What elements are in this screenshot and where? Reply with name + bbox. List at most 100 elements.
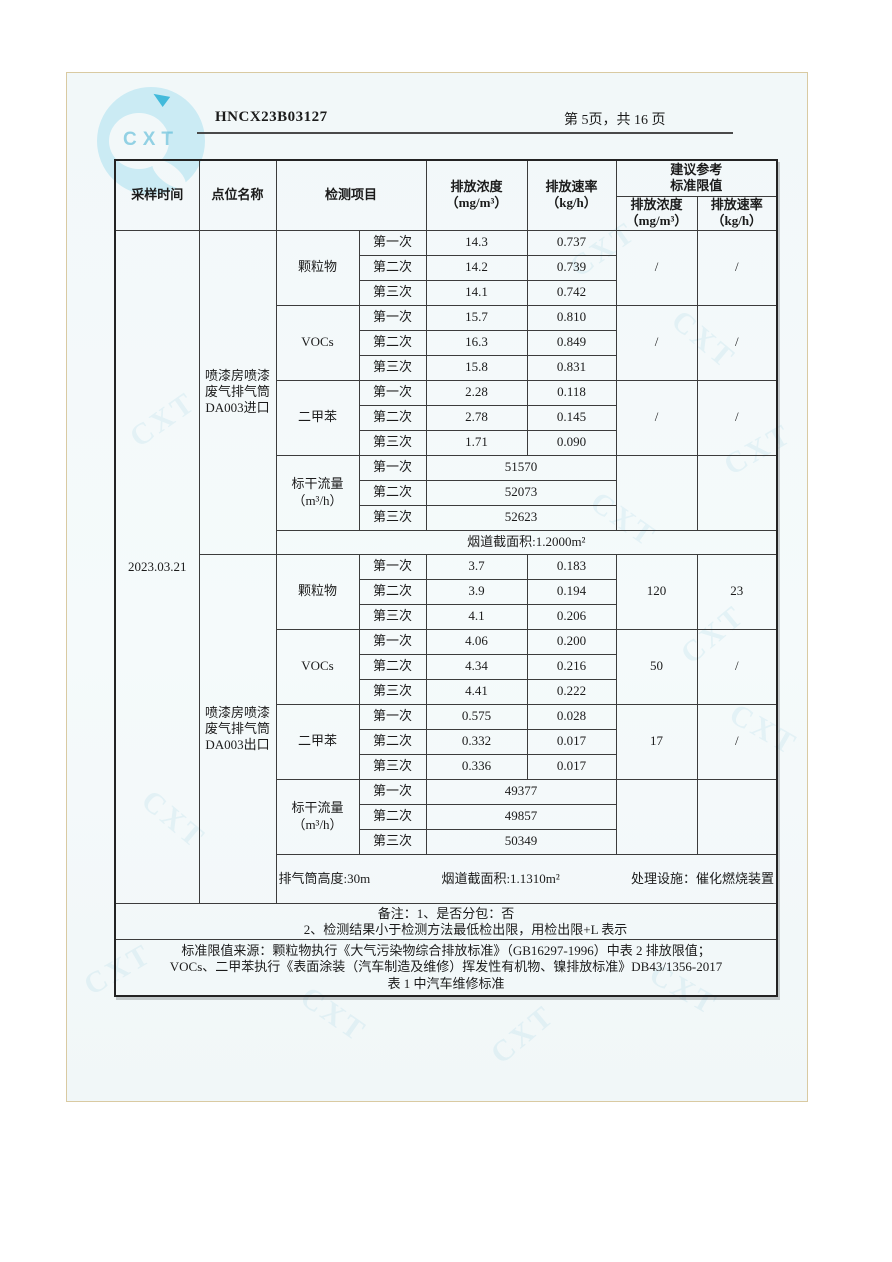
concentration-cell: 15.7 [425, 304, 528, 331]
limit-concentration-cell: 50 [615, 628, 698, 705]
run-label-cell: 第一次 [358, 778, 427, 805]
table-row: 二甲苯 第一次 0.575 0.028 17 / [115, 703, 778, 780]
run-label-cell: 第二次 [358, 254, 427, 281]
watermark: CXT [484, 998, 562, 1071]
run-label-cell: 第二次 [358, 728, 427, 755]
concentration-cell: 0.332 [425, 728, 528, 755]
rate-cell: 0.200 [526, 628, 617, 655]
run-label-cell: 第二次 [358, 803, 427, 830]
concentration-cell: 0.336 [425, 753, 528, 780]
table-row: 第二次 4.34 0.216 [115, 653, 777, 680]
test-item-cell: 颗粒物 [275, 553, 360, 630]
rate-cell: 0.183 [526, 553, 617, 580]
flow-value-cell: 52073 [425, 479, 617, 506]
table-row: 标干流量 （m³/h） 第一次 51570 [115, 454, 778, 531]
rate-cell: 0.028 [526, 703, 617, 730]
limit-concentration-cell: 17 [615, 703, 698, 780]
point-name-cell: 喷漆房喷漆废气排气筒DA003进口 [198, 229, 277, 555]
sample-time-cell: 2023.03.21 [114, 229, 200, 905]
table-row: 第二次 16.3 0.849 [115, 329, 777, 356]
limit-rate-cell: / [696, 379, 778, 456]
limit-concentration-cell [615, 454, 698, 531]
flow-value-cell: 49857 [425, 803, 617, 830]
concentration-cell: 3.7 [425, 553, 528, 580]
run-label-cell: 第一次 [358, 379, 427, 406]
run-label-cell: 第一次 [358, 229, 427, 256]
flow-name-cell: 标干流量 （m³/h） [275, 454, 360, 531]
header-limit-rate: 排放速率 （kg/h） [696, 195, 778, 231]
concentration-cell: 2.78 [425, 404, 528, 431]
table-row: 第三次 52623 [115, 504, 777, 531]
table-row: 第三次 50349 [115, 828, 777, 855]
table-row: 第二次 14.2 0.739 [115, 254, 777, 281]
header-point-name: 点位名称 [198, 159, 277, 231]
run-label-cell: 第二次 [358, 578, 427, 605]
concentration-cell: 15.8 [425, 354, 528, 381]
concentration-cell: 0.575 [425, 703, 528, 730]
run-label-cell: 第三次 [358, 504, 427, 531]
table-row: 2023.03.21 喷漆房喷漆废气排气筒DA003进口 颗粒物 第一次 14.… [114, 229, 778, 905]
run-label-cell: 第三次 [358, 429, 427, 456]
header-concentration: 排放浓度 （mg/m³） [425, 159, 528, 231]
flow-name-cell: 标干流量 （m³/h） [275, 778, 360, 855]
run-label-cell: 第一次 [358, 628, 427, 655]
rate-cell: 0.194 [526, 578, 617, 605]
header-sample-time: 采样时间 [114, 159, 200, 231]
run-label-cell: 第三次 [358, 279, 427, 306]
limit-concentration-cell: / [615, 304, 698, 381]
limit-rate-cell [696, 778, 778, 855]
concentration-cell: 3.9 [425, 578, 528, 605]
rate-cell: 0.145 [526, 404, 617, 431]
report-number: HNCX23B03127 [215, 109, 328, 125]
point-name-cell: 喷漆房喷漆废气排气筒DA003出口 [198, 553, 277, 905]
concentration-cell: 1.71 [425, 429, 528, 456]
run-label-cell: 第二次 [358, 404, 427, 431]
run-label-cell: 第一次 [358, 553, 427, 580]
table-row: 标干流量 （m³/h） 第一次 49377 [115, 778, 778, 855]
table-header-row: 采样时间 点位名称 检测项目 排放浓度 （mg/m³） 排放速率 （kg/h） … [114, 159, 778, 231]
treatment-facility-text: 处理设施：催化燃烧装置 [631, 870, 775, 886]
header-rule [197, 132, 733, 134]
header-limit-group: 建议参考 标准限值 [615, 159, 778, 197]
logo-arrow-icon [153, 87, 173, 107]
rate-cell: 0.849 [526, 329, 617, 356]
run-label-cell: 第二次 [358, 653, 427, 680]
table-row: 烟道截面积:1.2000m² [115, 529, 778, 555]
concentration-cell: 16.3 [425, 329, 528, 356]
rate-cell: 0.017 [526, 753, 617, 780]
limit-concentration-cell: 120 [615, 553, 698, 630]
concentration-cell: 4.41 [425, 678, 528, 705]
test-item-cell: 二甲苯 [275, 703, 360, 780]
limit-rate-cell: / [696, 703, 778, 780]
table-row: 第二次 49857 [115, 803, 777, 830]
logo-text: CXT [123, 129, 179, 150]
rate-cell: 0.216 [526, 653, 617, 680]
table-row: VOCs 第一次 15.7 0.810 / / [115, 304, 778, 381]
flow-value-cell: 49377 [425, 778, 617, 805]
test-item-cell: VOCs [275, 304, 360, 381]
table-row: 第三次 14.1 0.742 [115, 279, 777, 306]
scanned-paper: CXT CXT CXT CXT CXT CXT CXT CXT CXT CXT … [66, 72, 808, 1102]
limit-concentration-cell: / [615, 379, 698, 456]
table-row: 第三次 4.41 0.222 [115, 678, 777, 705]
duct-info-cell: 烟道截面积:1.2000m² [275, 529, 778, 555]
run-label-cell: 第二次 [358, 479, 427, 506]
limit-rate-cell: / [696, 229, 778, 306]
rate-cell: 0.222 [526, 678, 617, 705]
limit-rate-cell: / [696, 304, 778, 381]
concentration-cell: 14.3 [425, 229, 528, 256]
rate-cell: 0.831 [526, 354, 617, 381]
run-label-cell: 第三次 [358, 354, 427, 381]
header-rate: 排放速率 （kg/h） [526, 159, 617, 231]
run-label-cell: 第一次 [358, 304, 427, 331]
test-item-cell: 颗粒物 [275, 229, 360, 306]
results-table: 采样时间 点位名称 检测项目 排放浓度 （mg/m³） 排放速率 （kg/h） … [114, 159, 779, 997]
table-row: 排气筒高度:30m 烟道截面积:1.1310m² 处理设施：催化燃烧装置 [115, 853, 778, 905]
run-label-cell: 第一次 [358, 454, 427, 481]
page-indicator: 第 5页，共 16 页 [564, 113, 666, 128]
table-row: 第二次 3.9 0.194 [115, 578, 777, 605]
limit-rate-cell: / [696, 628, 778, 705]
rate-cell: 0.090 [526, 429, 617, 456]
concentration-cell: 14.2 [425, 254, 528, 281]
